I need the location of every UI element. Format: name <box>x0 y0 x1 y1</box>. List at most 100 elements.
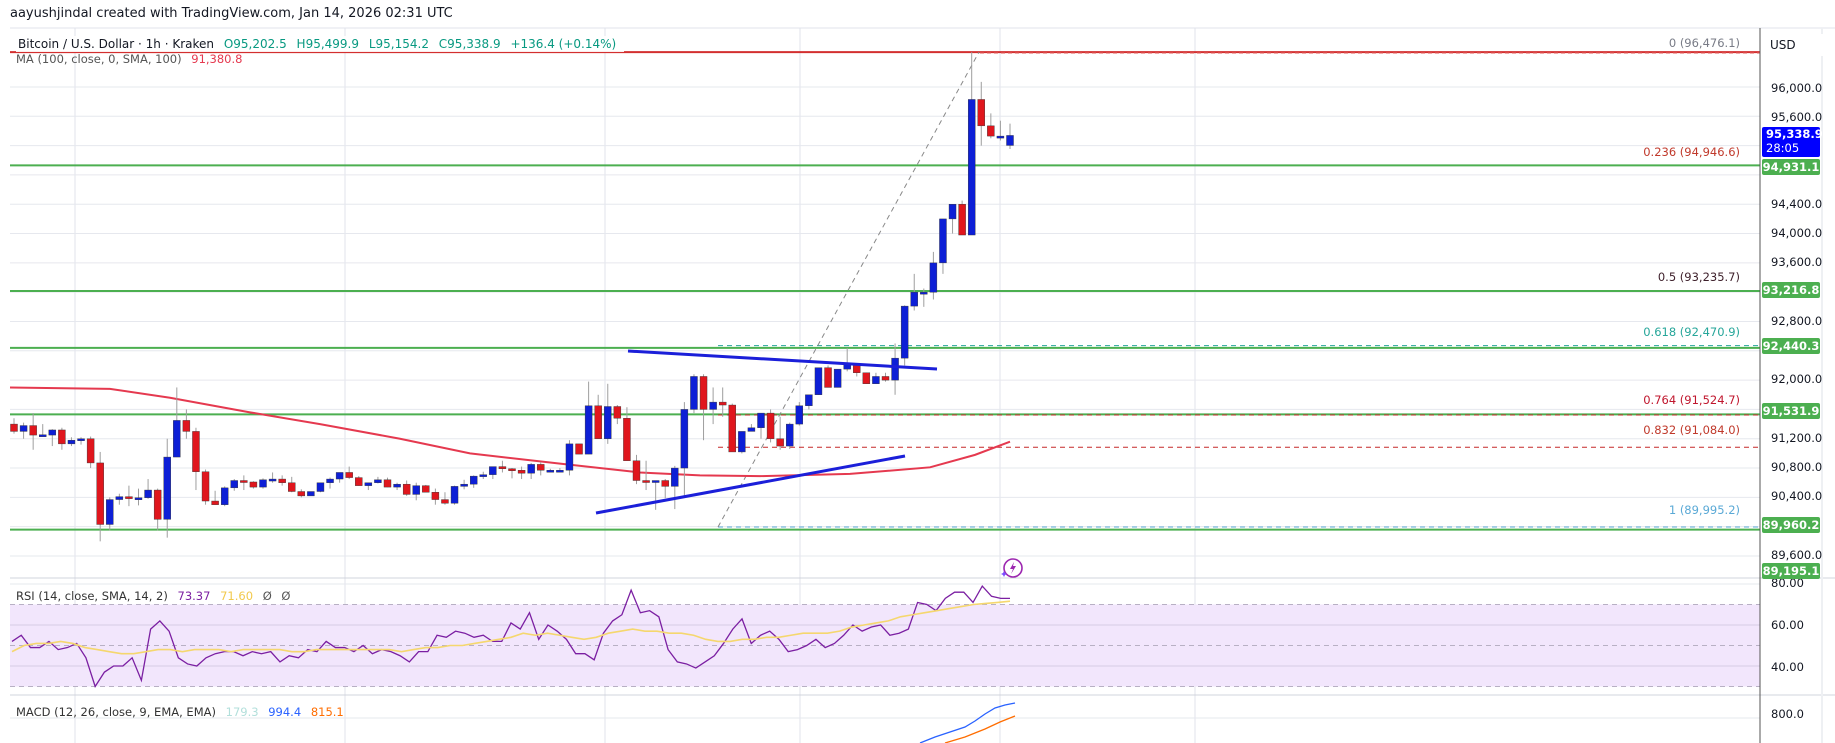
price-tick: 95,600.0 <box>1771 110 1823 124</box>
candle <box>278 475 286 486</box>
candle <box>738 431 746 454</box>
candle <box>594 394 602 439</box>
candle <box>891 343 899 395</box>
candle <box>517 466 526 480</box>
trendlines <box>595 349 938 515</box>
candle <box>786 422 794 450</box>
change-value: +136.4 (+0.14%) <box>510 37 617 51</box>
open-value: O95,202.5 <box>223 37 287 51</box>
candle <box>537 462 545 476</box>
candle <box>96 451 104 542</box>
candle <box>776 416 784 450</box>
candle <box>125 485 133 507</box>
candle <box>211 490 219 505</box>
candle <box>747 424 756 432</box>
candle <box>489 466 497 480</box>
candle <box>288 476 296 493</box>
candle <box>920 288 928 307</box>
candle <box>48 429 57 447</box>
candle <box>29 413 37 450</box>
candle <box>402 480 411 496</box>
candle <box>671 465 679 510</box>
fib-label-1: 1 (89,995.2) <box>1668 503 1740 517</box>
rsi-legend[interactable]: RSI (14, close, SMA, 14, 2) 73.37 71.60 … <box>16 589 296 603</box>
candle <box>910 273 918 311</box>
candle <box>814 367 823 395</box>
candle <box>335 472 344 483</box>
candle <box>77 437 85 445</box>
price-tick: 96,000.0 <box>1771 81 1823 95</box>
candle <box>134 488 143 506</box>
candle <box>297 489 306 498</box>
high-value: H95,499.9 <box>296 37 360 51</box>
candlesticks <box>10 52 1014 542</box>
candle <box>364 482 373 491</box>
price-tick: 92,000.0 <box>1771 372 1823 386</box>
rsi-overbought-oversold-band <box>10 583 1760 719</box>
close-value: C95,338.9 <box>438 37 501 51</box>
macd-label: MACD (12, 26, close, 9, EMA, EMA) <box>16 705 216 719</box>
rsi-label: RSI (14, close, SMA, 14, 2) <box>16 589 168 603</box>
candle <box>958 200 966 236</box>
rsi-tick: 60.00 <box>1771 618 1804 632</box>
candle <box>345 466 353 480</box>
level-tag: 93,216.8 <box>1762 282 1820 298</box>
candle <box>967 52 976 236</box>
bar-countdown: 28:05 <box>1766 141 1800 155</box>
candle <box>795 402 804 426</box>
lightning-icon[interactable] <box>1000 556 1024 580</box>
candle <box>1006 123 1014 149</box>
ma-label: MA (100, close, 0, SMA, 100) <box>16 52 182 66</box>
candle <box>39 424 47 437</box>
candle <box>10 418 18 434</box>
fib-label-0832: 0.832 (91,084.0) <box>1643 423 1740 437</box>
candle <box>824 365 832 388</box>
candle <box>307 491 315 497</box>
candle <box>450 485 459 505</box>
candle <box>469 475 478 488</box>
candle <box>508 468 516 479</box>
candle <box>412 482 420 501</box>
candle <box>460 479 468 490</box>
candle <box>182 409 191 439</box>
currency-selector[interactable]: USD <box>1762 34 1832 56</box>
candle <box>19 422 28 439</box>
ma-legend[interactable]: MA (100, close, 0, SMA, 100) 91,380.8 <box>16 52 248 66</box>
candle <box>86 436 95 469</box>
ma-value: 91,380.8 <box>191 52 243 66</box>
symbol-legend[interactable]: Bitcoin / U.S. Dollar · 1h · Kraken O95,… <box>16 36 625 52</box>
candle <box>268 472 277 483</box>
price-tick: 90,400.0 <box>1771 489 1823 503</box>
candle <box>996 120 1005 141</box>
candle <box>163 438 171 538</box>
candle <box>584 381 593 455</box>
candle <box>661 479 669 499</box>
candle <box>259 478 267 489</box>
candle <box>690 374 698 414</box>
price-tick: 94,400.0 <box>1771 197 1823 211</box>
candle <box>556 468 564 473</box>
price-axis-border <box>1759 28 1823 743</box>
price-tick: 93,600.0 <box>1771 255 1823 269</box>
level-tag: 94,931.1 <box>1762 159 1820 175</box>
rsi-lines <box>11 584 1011 689</box>
candle <box>115 493 124 505</box>
rsi-extra-2: Ø <box>281 589 291 603</box>
candle <box>699 374 708 441</box>
candle <box>862 372 871 384</box>
candle <box>939 218 947 274</box>
candle <box>527 462 535 480</box>
price-tick: 91,200.0 <box>1771 431 1823 445</box>
macd-legend[interactable]: MACD (12, 26, close, 9, EMA, EMA) 179.3 … <box>16 705 350 719</box>
price-tick: 94,000.0 <box>1771 226 1823 240</box>
candle <box>929 251 938 300</box>
candle <box>498 460 507 473</box>
candle <box>431 488 440 505</box>
current-price-value: 95,338.9 <box>1766 127 1823 141</box>
candle <box>833 368 842 388</box>
candle <box>422 484 430 493</box>
candle <box>709 387 717 425</box>
price-tick: 89,600.0 <box>1771 548 1823 562</box>
candle <box>728 403 736 453</box>
